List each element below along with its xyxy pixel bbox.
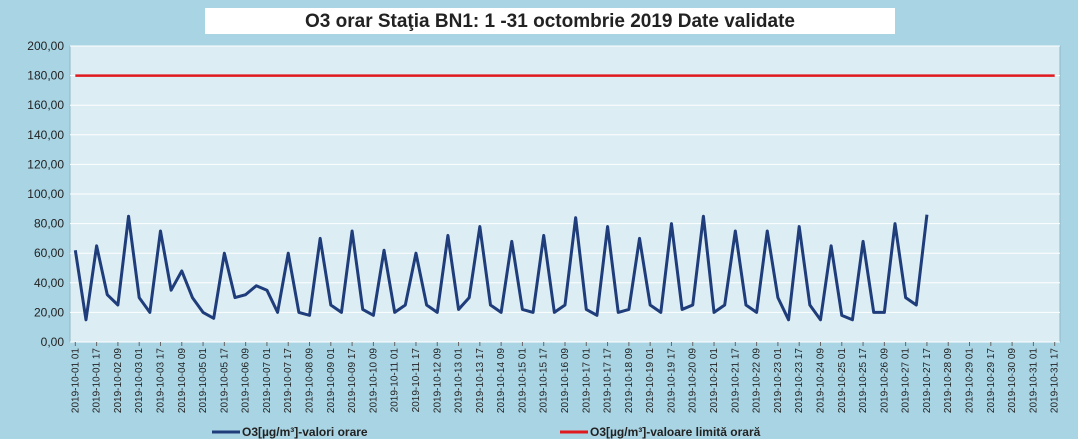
x-tick-label: 2019-10-24 09 [815, 348, 826, 413]
x-tick-label: 2019-10-10 09 [368, 348, 379, 413]
y-tick-label: 160,00 [27, 98, 64, 112]
y-tick-label: 200,00 [27, 39, 64, 53]
y-tick-label: 40,00 [34, 276, 64, 290]
x-tick-label: 2019-10-29 01 [965, 348, 976, 413]
x-tick-label: 2019-10-27 17 [922, 348, 933, 413]
x-tick-label: 2019-10-08 09 [305, 348, 316, 413]
x-tick-label: 2019-10-05 01 [198, 348, 209, 413]
x-tick-label: 2019-10-04 09 [177, 348, 188, 413]
x-tick-label: 2019-10-15 01 [517, 348, 528, 413]
x-tick-label: 2019-10-30 09 [1007, 348, 1018, 413]
x-tick-label: 2019-10-28 09 [943, 348, 954, 413]
x-tick-label: 2019-10-07 17 [283, 348, 294, 413]
x-tick-label: 2019-10-22 09 [752, 348, 763, 413]
x-tick-label: 2019-10-02 09 [113, 348, 124, 413]
x-tick-label: 2019-10-29 17 [986, 348, 997, 413]
y-tick-label: 100,00 [27, 187, 64, 201]
x-tick-label: 2019-10-25 01 [837, 348, 848, 413]
x-tick-label: 2019-10-11 01 [390, 348, 401, 413]
y-tick-label: 80,00 [34, 217, 64, 231]
x-tick-label: 2019-10-26 09 [879, 348, 890, 413]
chart-title: O3 orar Staţia BN1: 1 -31 octombrie 2019… [305, 11, 795, 32]
x-tick-label: 2019-10-18 09 [624, 348, 635, 413]
x-tick-label: 2019-10-03 17 [155, 348, 166, 413]
x-tick-label: 2019-10-12 09 [432, 348, 443, 413]
x-tick-label: 2019-10-19 01 [645, 348, 656, 413]
x-tick-label: 2019-10-01 01 [70, 348, 81, 413]
x-tick-label: 2019-10-09 17 [347, 348, 358, 413]
x-tick-label: 2019-10-19 17 [666, 348, 677, 413]
x-tick-label: 2019-10-21 17 [730, 348, 741, 413]
x-tick-label: 2019-10-13 17 [475, 348, 486, 413]
y-tick-label: 0,00 [41, 335, 65, 349]
x-tick-label: 2019-10-11 17 [411, 348, 422, 413]
x-tick-label: 2019-10-09 01 [326, 348, 337, 413]
x-tick-label: 2019-10-27 01 [901, 348, 912, 413]
x-tick-label: 2019-10-03 01 [134, 348, 145, 413]
x-tick-label: 2019-10-16 09 [560, 348, 571, 413]
y-tick-label: 20,00 [34, 305, 64, 319]
x-tick-label: 2019-10-14 09 [496, 348, 507, 413]
x-tick-label: 2019-10-01 17 [92, 348, 103, 413]
x-tick-label: 2019-10-25 17 [858, 348, 869, 413]
y-tick-label: 60,00 [34, 246, 64, 260]
x-tick-label: 2019-10-15 17 [539, 348, 550, 413]
x-tick-label: 2019-10-13 01 [454, 348, 465, 413]
x-tick-label: 2019-10-17 17 [603, 348, 614, 413]
x-tick-label: 2019-10-23 17 [794, 348, 805, 413]
legend-label: O3[µg/m³]-valoare limită orară [590, 425, 761, 439]
x-tick-label: 2019-10-31 17 [1050, 348, 1061, 413]
y-tick-label: 140,00 [27, 128, 64, 142]
x-tick-label: 2019-10-07 01 [262, 348, 273, 413]
x-tick-label: 2019-10-23 01 [773, 348, 784, 413]
x-tick-label: 2019-10-31 01 [1028, 348, 1039, 413]
x-tick-label: 2019-10-17 01 [581, 348, 592, 413]
x-tick-label: 2019-10-20 09 [688, 348, 699, 413]
y-tick-label: 120,00 [27, 157, 64, 171]
y-tick-label: 180,00 [27, 69, 64, 83]
x-tick-label: 2019-10-21 01 [709, 348, 720, 413]
x-tick-label: 2019-10-05 17 [219, 348, 230, 413]
series-line [73, 214, 929, 322]
x-tick-label: 2019-10-06 09 [241, 348, 252, 413]
title-box [205, 8, 895, 34]
legend-label: O3[µg/m³]-valori orare [242, 425, 368, 439]
